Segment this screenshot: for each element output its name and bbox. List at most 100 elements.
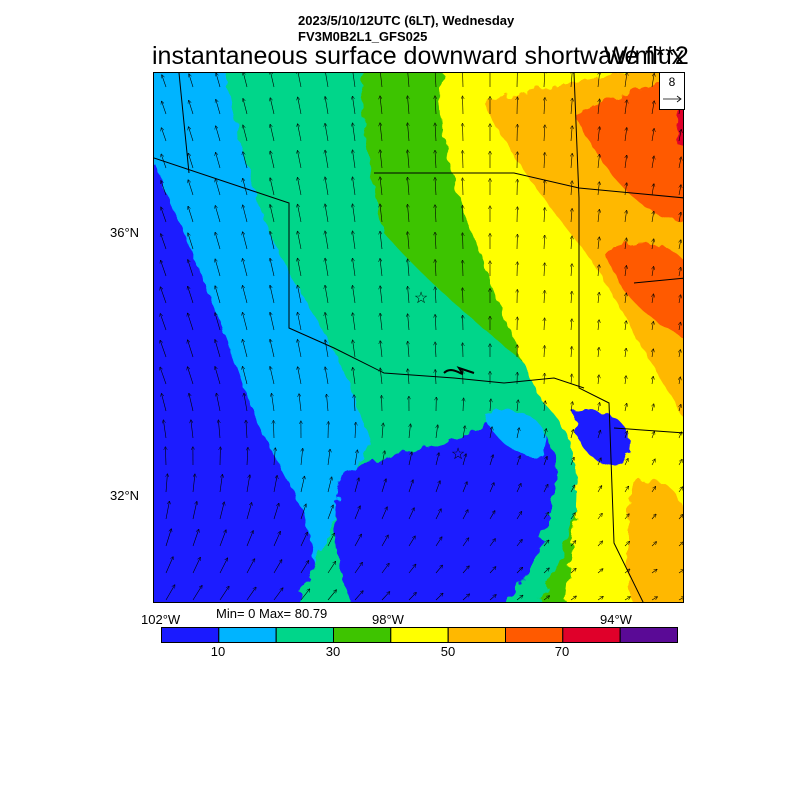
wind-vector (327, 477, 332, 493)
wind-vector (435, 260, 436, 277)
wind-vector (679, 322, 681, 331)
wind-vector (298, 124, 302, 142)
wind-vector (299, 394, 302, 412)
wind-vector (327, 449, 330, 466)
wind-vector (435, 593, 443, 601)
wind-vector (353, 340, 356, 358)
wind-vector (597, 541, 602, 547)
wind-vector (298, 367, 302, 385)
wind-vector (679, 295, 681, 304)
wind-vector (273, 560, 282, 574)
colorbar-swatch (218, 627, 277, 643)
wind-vector (325, 231, 329, 250)
colorbar-swatch (447, 627, 507, 643)
wind-vector (462, 454, 466, 466)
wind-vector (435, 287, 436, 304)
shade-70-80 (676, 103, 683, 145)
city-star-2: ☆ (451, 446, 465, 463)
wind-vector (678, 157, 681, 169)
wind-vectors (160, 73, 683, 601)
wind-vector (624, 542, 629, 547)
wind-vector (408, 150, 410, 169)
wind-vector (161, 261, 167, 277)
wind-vector (678, 570, 683, 574)
colorbar-swatch (619, 627, 678, 643)
wind-vector (162, 394, 167, 412)
wind-vector (489, 567, 496, 574)
wind-vector (192, 558, 200, 574)
wind-vector (408, 536, 415, 547)
wind-vector (300, 476, 305, 493)
wind-vector (353, 231, 356, 250)
wind-vector (408, 205, 410, 223)
wind-vector (215, 367, 221, 385)
wind-vector (408, 177, 410, 196)
wind-vector (543, 485, 548, 493)
valid-time-header: 2023/5/10/12UTC (6LT), Wednesday (298, 13, 515, 28)
lat-label-32n: 32°N (110, 488, 140, 503)
wind-vector (327, 394, 329, 412)
wind-vector (570, 457, 574, 466)
wind-vector (243, 205, 248, 223)
wind-vector (462, 73, 464, 88)
wind-vector (462, 510, 468, 520)
wind-vector (625, 348, 626, 358)
wind-vector (651, 101, 654, 115)
wind-vector (571, 99, 572, 115)
wind-vector (570, 430, 573, 439)
wind-vector (652, 239, 654, 250)
reference-vector-box: 8 (659, 72, 685, 110)
wind-vector (216, 126, 221, 142)
wind-vector (652, 349, 653, 358)
wind-vector (381, 535, 388, 547)
wind-vector (219, 475, 222, 493)
wind-vector (189, 74, 194, 88)
wind-vector (652, 377, 653, 385)
wind-vector (215, 259, 221, 277)
reference-vector-arrow (663, 95, 682, 103)
wind-vector (516, 428, 519, 439)
wind-vector (270, 367, 275, 385)
wind-vector (298, 178, 302, 196)
wind-vector (597, 514, 602, 520)
wind-vector (435, 205, 436, 223)
wind-vector (298, 285, 302, 304)
wind-vector (380, 177, 383, 196)
wind-vector (381, 507, 387, 520)
wind-vector (382, 396, 383, 412)
wind-vector (165, 529, 171, 547)
wind-vector (380, 150, 383, 169)
wind-vector (270, 205, 275, 223)
wind-vector (272, 394, 275, 412)
wind-vector (354, 506, 360, 520)
wind-vector (160, 314, 167, 331)
wind-vector (243, 179, 248, 196)
wind-vector (544, 235, 545, 250)
wind-vector (380, 73, 383, 88)
wind-vector (408, 564, 416, 574)
wind-vector (462, 538, 469, 547)
shade-0-10-east (574, 411, 631, 466)
wind-vector (353, 96, 356, 115)
wind-vector (651, 569, 657, 574)
colorbar-swatch (333, 627, 392, 643)
wind-vector (246, 587, 256, 601)
wind-vector (325, 367, 329, 385)
wind-vector (270, 232, 275, 250)
wind-vector (353, 368, 356, 385)
wind-vector (435, 565, 442, 574)
wind-vector (489, 483, 494, 493)
wind-vector (435, 178, 436, 196)
shade-60-70-east (604, 242, 683, 338)
wind-vector (571, 154, 572, 169)
wind-vector (435, 232, 436, 250)
wind-vector (624, 100, 627, 115)
wind-vector (597, 569, 603, 574)
wind-vector (243, 259, 248, 277)
wind-vector (625, 293, 626, 304)
wind-vector (489, 455, 493, 466)
wind-vector (165, 501, 169, 520)
wind-vector (188, 313, 194, 331)
wind-vector (678, 487, 683, 493)
wind-vector (325, 313, 329, 331)
